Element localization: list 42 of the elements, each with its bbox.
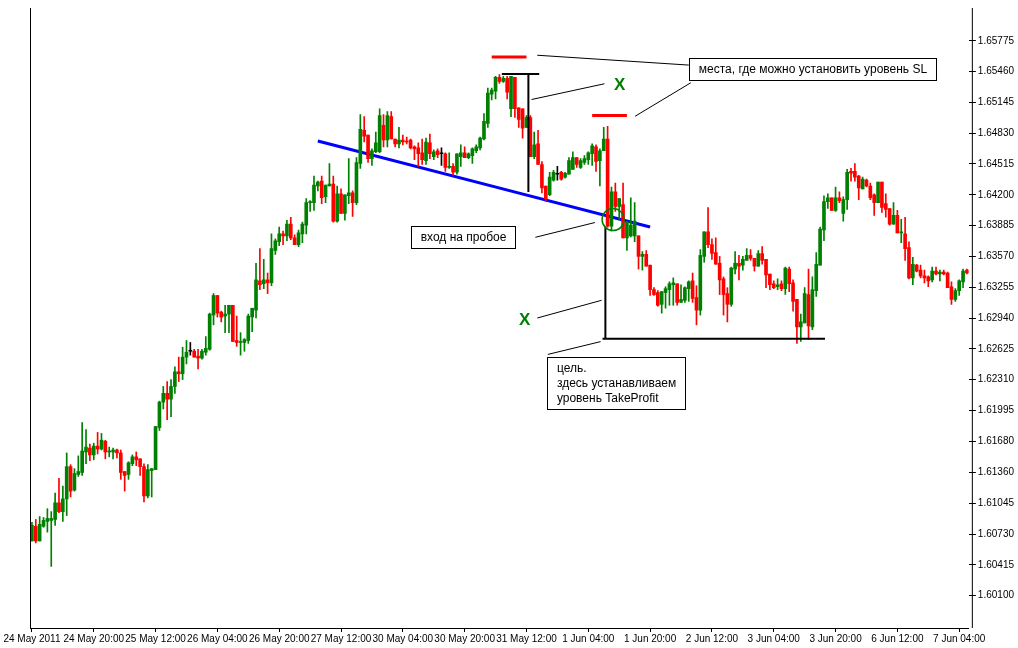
x-tick-label: 7 Jun 04:00 (933, 632, 986, 644)
x-tick-label: 30 May 04:00 (372, 632, 434, 644)
x-tick-label: 31 May 12:00 (496, 632, 558, 644)
y-tick-label: 1.64830 (977, 126, 1015, 138)
y-tick-label: 1.64515 (977, 157, 1015, 169)
y-tick-label: 1.62625 (977, 342, 1015, 354)
y-tick-label: 1.62310 (977, 373, 1015, 385)
x-tick-label: 30 May 20:00 (434, 632, 496, 644)
y-tick-label: 1.63885 (977, 219, 1015, 231)
x-tick-label: 1 Jun 20:00 (623, 632, 677, 644)
y-tick-label: 1.61360 (977, 466, 1015, 478)
annotation: цель. здесь устанавливаем уровень TakeProfit (546, 357, 687, 411)
annotation: X (519, 310, 531, 330)
y-tick-label: 1.62940 (977, 311, 1015, 323)
x-tick-label: 3 Jun 20:00 (809, 632, 863, 644)
y-tick-label: 1.65145 (977, 96, 1015, 108)
y-tick-label: 1.61680 (977, 434, 1015, 446)
y-tick-label: 1.60415 (977, 558, 1015, 570)
y-tick-label: 1.63570 (977, 250, 1015, 262)
annotation: X (614, 74, 626, 94)
x-tick-label: 3 Jun 04:00 (747, 632, 801, 644)
x-tick-label: 24 May 2011 (3, 632, 61, 644)
candlestick (876, 181, 880, 203)
x-tick-label: 25 May 12:00 (125, 632, 187, 644)
x-tick-label: 6 Jun 12:00 (871, 632, 924, 644)
y-tick-label: 1.64200 (977, 188, 1015, 200)
x-tick-label: 27 May 12:00 (310, 632, 372, 644)
x-tick-label: 24 May 20:00 (63, 632, 125, 644)
y-tick-label: 1.60100 (977, 589, 1015, 601)
y-tick-label: 1.65775 (977, 34, 1015, 46)
candlestick (829, 197, 834, 211)
x-tick-label: 26 May 04:00 (187, 632, 249, 644)
x-tick-label: 2 Jun 12:00 (685, 632, 739, 644)
y-tick-label: 1.61045 (977, 497, 1015, 509)
y-tick-label: 1.65460 (977, 65, 1015, 77)
y-tick-label: 1.61995 (977, 404, 1015, 416)
y-tick-label: 1.63255 (977, 280, 1015, 292)
x-tick-label: 26 May 20:00 (248, 632, 310, 644)
annotation: вход на пробое (410, 226, 517, 250)
y-tick-label: 1.60730 (977, 527, 1015, 539)
annotation: места, где можно установить уровень SL (688, 58, 938, 82)
x-tick-label: 1 Jun 04:00 (562, 632, 615, 644)
